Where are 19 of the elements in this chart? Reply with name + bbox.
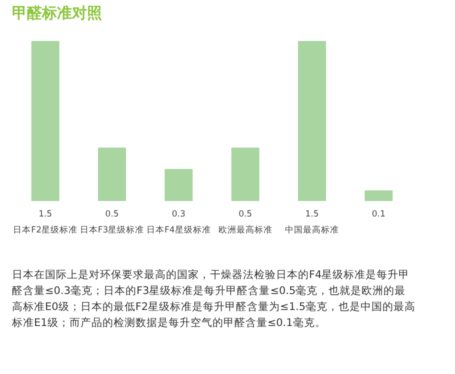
data-label: 1.5 (305, 210, 319, 220)
x-tick-label: 欧洲最高标准 (218, 224, 272, 236)
bar (31, 41, 60, 201)
bar (231, 148, 260, 201)
x-tick-label: 日本F3星级标准 (80, 224, 144, 236)
data-label: 0.1 (372, 210, 386, 220)
data-label: 0.5 (105, 210, 119, 220)
text: 日本在国际上是对环保要求最高的国家，干燥器法检验日本的F4星级标准是每升甲醛含量≤0.3毫克；日本的F3星级标准是每升甲醛含量≤0.5毫克，也就是欧洲的最高标准E0级；日本的最低F2星级标准是每升甲醛含量为≤1.5毫克，也是中国的最高标准E1级；而产品的检测数据是每升空气的甲醛含量≤0.1毫克。 (11, 268, 416, 329)
data-label: 1.5 (38, 210, 52, 220)
chart-title: 甲醛标准对照 (12, 4, 102, 22)
bar (98, 148, 126, 201)
x-tick-label: 中国最高标准 (285, 224, 339, 236)
data-label: 0.5 (238, 210, 252, 220)
x-tick-label: 日本F2星级标准 (13, 224, 78, 236)
bar (364, 190, 393, 201)
data-label: 0.3 (172, 210, 186, 220)
bar (164, 169, 193, 201)
x-tick-label: 日本F4星级标准 (146, 224, 211, 236)
bar (298, 41, 326, 201)
